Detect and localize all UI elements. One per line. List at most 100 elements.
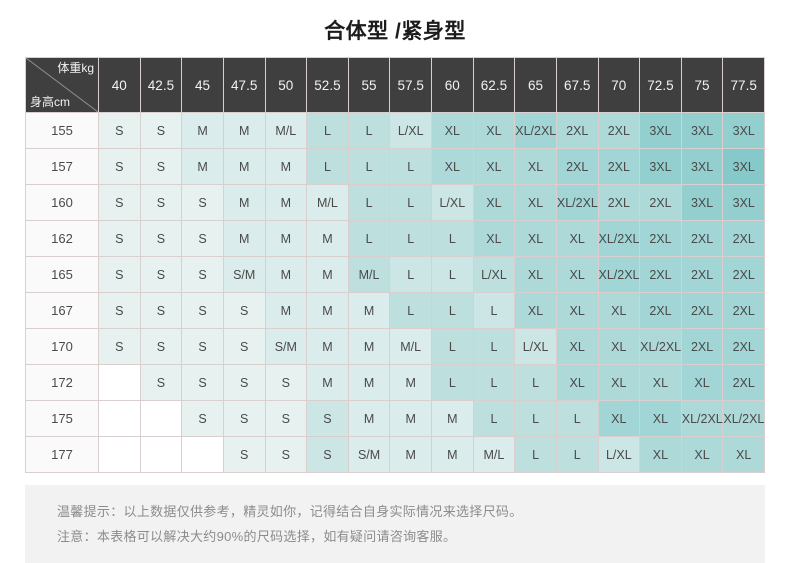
page-title: 合体型 /紧身型 [324,20,466,43]
size-cell: XL/2XL [722,400,765,437]
size-cell: XL [555,292,599,329]
size-cell: S [181,328,224,365]
table-row: 155 S S M M M/L L L L/XL XL XL XL/2XL 2XL 2XL 3XL 3XL 3X… [25,112,765,149]
size-cell: M [347,328,391,365]
size-cell: XL [514,220,557,257]
size-cell: M [347,364,391,401]
size-cell: XL [514,292,557,329]
size-cell: S/M [222,256,266,293]
size-cell: S [181,184,224,221]
size-cell: XL/2XL [680,400,724,437]
size-cell: S [98,112,141,149]
size-cell: L [431,328,474,365]
size-cell: XL [555,364,599,401]
size-cell: S [139,220,183,257]
size-cell: L/XL [514,328,557,365]
size-cell: S [222,436,266,473]
size-cell: 2XL [597,148,641,185]
weight-column-header: 72.5 [639,57,682,113]
size-cell: 2XL [639,292,682,329]
size-cell: M [306,292,349,329]
size-cell: L [306,148,349,185]
size-cell: L [347,148,391,185]
weight-column-header: 55 [347,57,391,113]
size-cell: L [389,220,432,257]
size-cell: L [514,364,557,401]
size-cell: S [98,292,141,329]
size-cell: S [181,220,224,257]
size-table-container: 体重kg 身高cm 40 42.5 45 47.5 50 52.5 55 57.5 60 62.5… [25,57,765,473]
height-row-header: 177 [25,436,99,473]
size-chart-page: 合体型 /紧身型 体重kg 身高cm 40 42.5 45 47.5 50 52.5 55 5… [25,20,765,563]
size-cell: L [431,220,474,257]
weight-column-header: 40 [98,57,141,113]
size-cell: M [264,148,308,185]
height-row-header: 165 [25,256,99,293]
size-cell [139,400,183,437]
size-cell: XL [514,256,557,293]
size-cell [139,436,183,473]
table-row: 162 S S S M M M L L L XL XL XL XL/2XL 2XL 2XL 2XL [25,220,765,257]
size-cell: M [306,364,349,401]
table-row: 177 S S S S/M M M M/L L L L/XL XL XL XL [25,436,765,473]
size-cell: M/L [389,328,432,365]
size-cell: M [306,328,349,365]
size-cell: 2XL [597,184,641,221]
size-cell: XL [472,148,516,185]
height-row-header: 155 [25,112,99,149]
weight-column-header: 70 [597,57,641,113]
size-cell [98,364,141,401]
size-cell: S [139,112,183,149]
size-cell: S [98,184,141,221]
size-cell: M [431,436,474,473]
size-cell: M [181,148,224,185]
size-cell: M [347,400,391,437]
size-cell: 2XL [722,364,765,401]
size-cell: 2XL [722,292,765,329]
size-table-body: 155 S S M M M/L L L L/XL XL XL XL/2XL 2XL 2XL 3XL 3XL 3X… [25,112,765,473]
size-cell: XL [472,184,516,221]
size-cell: M [306,220,349,257]
size-cell: L [347,220,391,257]
size-cell: S [139,364,183,401]
size-cell: 2XL [639,256,682,293]
size-cell: M [306,256,349,293]
size-cell: XL [555,220,599,257]
size-cell: 3XL [680,112,724,149]
weight-column-header: 52.5 [306,57,349,113]
header-row: 体重kg 身高cm 40 42.5 45 47.5 50 52.5 55 57.5 60 62.5… [25,57,765,113]
size-cell: L [389,184,432,221]
size-cell: M [431,400,474,437]
size-cell: 3XL [722,148,765,185]
table-row: 165 S S S S/M M M M/L L L L/XL XL XL XL/2XL 2XL 2XL 2XL [25,256,765,293]
size-cell: 3XL [639,148,682,185]
size-cell: S [139,148,183,185]
size-cell: L [431,364,474,401]
size-cell [98,436,141,473]
size-cell: XL [431,148,474,185]
size-cell: XL [639,436,682,473]
weight-column-header: 75 [680,57,724,113]
size-cell: S [306,400,349,437]
size-cell: M/L [472,436,516,473]
size-cell: XL [680,364,724,401]
size-cell: S [98,220,141,257]
size-cell: 3XL [722,184,765,221]
size-cell: XL/2XL [597,220,641,257]
size-cell: S [264,400,308,437]
height-row-header: 170 [25,328,99,365]
table-row: 172 S S S S M M M L L L XL XL XL XL 2XL [25,364,765,401]
size-cell: XL [680,436,724,473]
size-cell: M [347,292,391,329]
size-cell: L [472,400,516,437]
size-cell: S [98,328,141,365]
size-cell: L [472,292,516,329]
size-cell: M [222,148,266,185]
size-cell: S/M [264,328,308,365]
size-cell: S [222,364,266,401]
size-cell: XL [722,436,765,473]
size-cell: XL [431,112,474,149]
size-cell: M [264,184,308,221]
size-cell: M [264,220,308,257]
size-cell: L/XL [431,184,474,221]
